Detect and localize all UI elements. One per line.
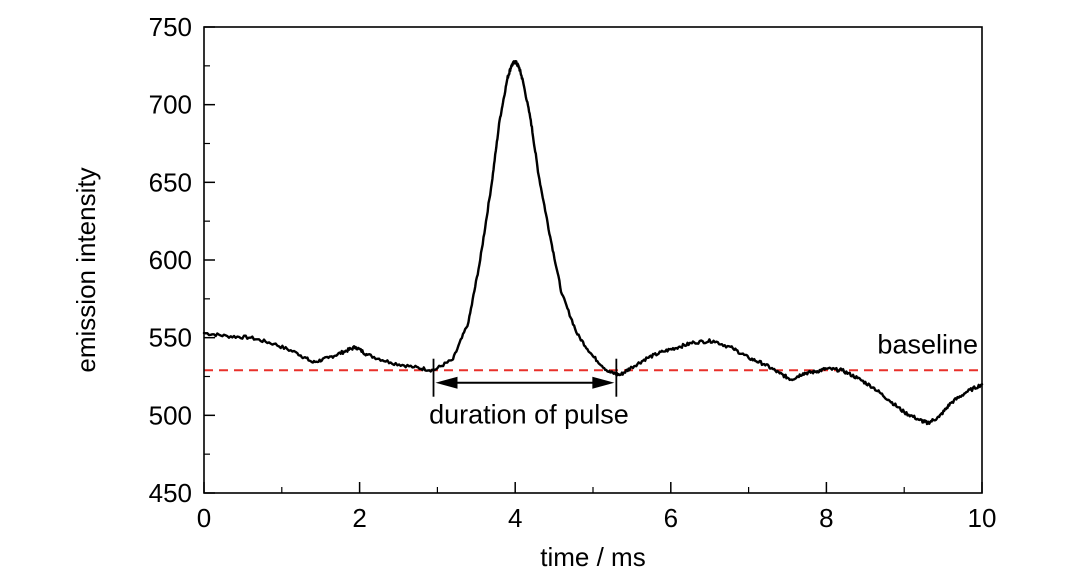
x-tick-label: 8 xyxy=(819,503,833,533)
x-tick-label: 0 xyxy=(197,503,211,533)
duration-label: duration of pulse xyxy=(429,400,629,430)
y-tick-label: 550 xyxy=(149,323,192,353)
series-line xyxy=(202,60,984,426)
x-tick-label: 6 xyxy=(664,503,678,533)
y-tick-label: 700 xyxy=(149,90,192,120)
baseline-label: baseline xyxy=(877,329,978,359)
y-tick-label: 500 xyxy=(149,400,192,430)
y-tick-label: 750 xyxy=(149,12,192,42)
y-tick-label: 650 xyxy=(149,167,192,197)
x-tick-label: 2 xyxy=(352,503,366,533)
duration-arrow-right xyxy=(592,376,615,389)
x-tick-label: 10 xyxy=(968,503,997,533)
duration-arrow-left xyxy=(435,376,458,389)
plot-frame xyxy=(203,26,983,494)
y-axis-title: emission intensity xyxy=(71,167,101,372)
x-tick-label: 4 xyxy=(508,503,522,533)
x-axis-title: time / ms xyxy=(540,542,645,572)
minor-ticks xyxy=(204,65,905,493)
tick-labels: 0 2 4 6 8 10 450 500 550 600 650 700 750 xyxy=(149,12,997,533)
y-tick-label: 600 xyxy=(149,245,192,275)
y-tick-label: 450 xyxy=(149,478,192,508)
pulse-duration-marker xyxy=(432,358,618,397)
